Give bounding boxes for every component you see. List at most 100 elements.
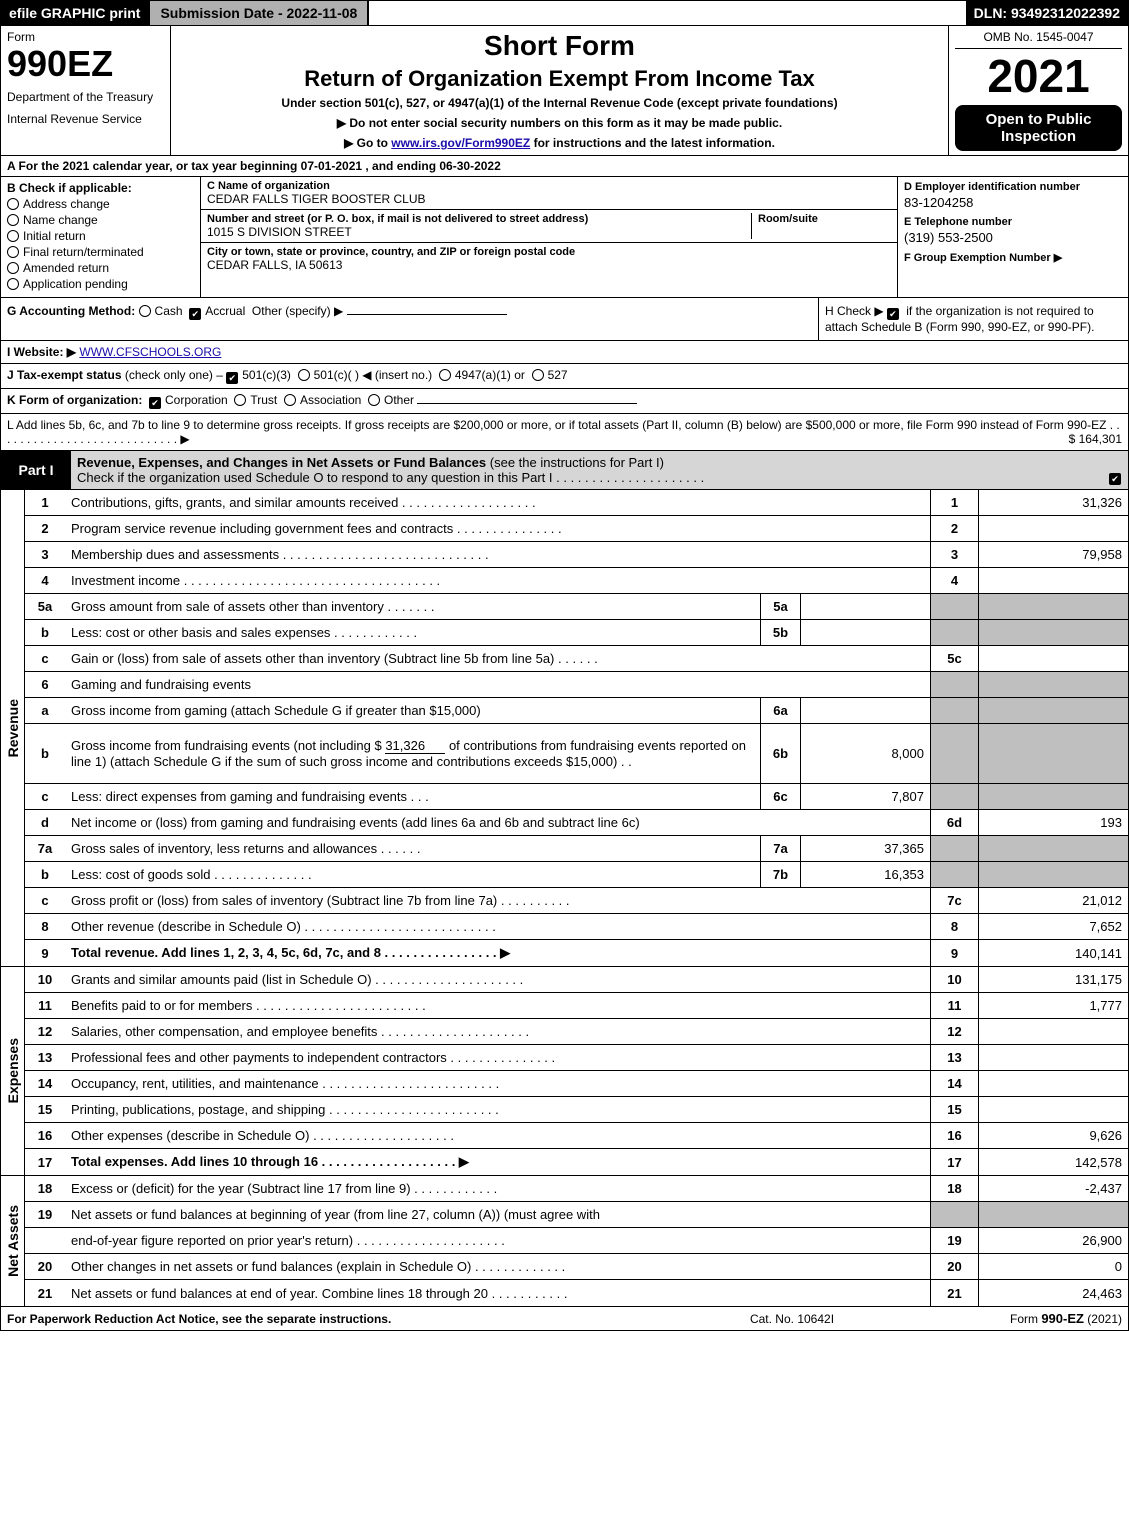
line-19a-desc: Net assets or fund balances at beginning… xyxy=(65,1202,930,1227)
chk-other[interactable] xyxy=(368,394,380,406)
chk-amended-return[interactable]: Amended return xyxy=(7,261,194,275)
chk-application-pending[interactable]: Application pending xyxy=(7,277,194,291)
box-def: D Employer identification number 83-1204… xyxy=(898,177,1128,297)
line-7a-box xyxy=(930,836,978,861)
line-16-amt: 9,626 xyxy=(978,1123,1128,1148)
line-5b-mnum: 5b xyxy=(760,620,800,645)
line-2-num: 2 xyxy=(25,516,65,541)
footer-right-post: (2021) xyxy=(1084,1312,1122,1326)
ein-label: D Employer identification number xyxy=(904,181,1122,193)
line-7a-desc: Gross sales of inventory, less returns a… xyxy=(65,836,760,861)
header-right: OMB No. 1545-0047 2021 Open to Public In… xyxy=(948,26,1128,155)
topbar-spacer xyxy=(369,1,965,25)
chk-final-return[interactable]: Final return/terminated xyxy=(7,245,194,259)
line-7a-mval: 37,365 xyxy=(800,836,930,861)
revenue-block: Revenue 1 Contributions, gifts, grants, … xyxy=(1,490,1128,967)
topbar: efile GRAPHIC print Submission Date - 20… xyxy=(1,1,1128,26)
chk-trust[interactable] xyxy=(234,394,246,406)
chk-h[interactable] xyxy=(887,308,899,320)
line-6c-box xyxy=(930,784,978,809)
org-name-label: C Name of organization xyxy=(207,180,891,192)
line-14-amt xyxy=(978,1071,1128,1096)
netassets-block: Net Assets 18 Excess or (deficit) for th… xyxy=(1,1176,1128,1307)
chk-name-change[interactable]: Name change xyxy=(7,213,194,227)
box-c: C Name of organization CEDAR FALLS TIGER… xyxy=(201,177,898,297)
chk-assoc[interactable] xyxy=(284,394,296,406)
line-6b-desc: Gross income from fundraising events (no… xyxy=(65,724,760,783)
row-k: K Form of organization: Corporation Trus… xyxy=(1,389,1128,414)
street-row: Number and street (or P. O. box, if mail… xyxy=(201,210,897,243)
part-i-paren: (see the instructions for Part I) xyxy=(490,455,664,470)
line-8-box: 8 xyxy=(930,914,978,939)
line-6b-box xyxy=(930,724,978,783)
chk-initial-return[interactable]: Initial return xyxy=(7,229,194,243)
chk-501c[interactable] xyxy=(298,369,310,381)
row-a-text: A For the 2021 calendar year, or tax yea… xyxy=(7,159,501,173)
line-3: 3 Membership dues and assessments . . . … xyxy=(25,542,1128,568)
line-9-desc: Total revenue. Add lines 1, 2, 3, 4, 5c,… xyxy=(65,940,930,966)
line-7c-amt: 21,012 xyxy=(978,888,1128,913)
line-6-amt xyxy=(978,672,1128,697)
line-15: 15 Printing, publications, postage, and … xyxy=(25,1097,1128,1123)
irs: Internal Revenue Service xyxy=(7,112,164,126)
row-l: L Add lines 5b, 6c, and 7b to line 9 to … xyxy=(1,414,1128,451)
efile-label[interactable]: efile GRAPHIC print xyxy=(1,1,148,25)
chk-accrual[interactable] xyxy=(189,308,201,320)
k-other-line[interactable] xyxy=(417,403,637,404)
ein: 83-1204258 xyxy=(904,195,1122,210)
j-note: (check only one) – xyxy=(125,368,226,382)
line-5b-mval xyxy=(800,620,930,645)
line-12-desc: Salaries, other compensation, and employ… xyxy=(65,1019,930,1044)
line-11: 11 Benefits paid to or for members . . .… xyxy=(25,993,1128,1019)
line-8-amt: 7,652 xyxy=(978,914,1128,939)
omb-number: OMB No. 1545-0047 xyxy=(955,30,1122,49)
row-g-h: G Accounting Method: Cash Accrual Other … xyxy=(1,298,1128,341)
line-20-desc: Other changes in net assets or fund bala… xyxy=(65,1254,930,1279)
line-5b: b Less: cost or other basis and sales ex… xyxy=(25,620,1128,646)
l-amount: $ 164,301 xyxy=(1069,432,1122,446)
line-14-box: 14 xyxy=(930,1071,978,1096)
line-18-amt: -2,437 xyxy=(978,1176,1128,1201)
goto: ▶ Go to www.irs.gov/Form990EZ for instru… xyxy=(177,136,942,150)
form-word: Form xyxy=(7,30,164,44)
line-3-num: 3 xyxy=(25,542,65,567)
open-to-public: Open to Public Inspection xyxy=(955,105,1122,151)
expenses-lines: 10 Grants and similar amounts paid (list… xyxy=(25,967,1128,1175)
line-19b-num xyxy=(25,1228,65,1253)
line-2-box: 2 xyxy=(930,516,978,541)
phone-label: E Telephone number xyxy=(904,216,1122,228)
phone: (319) 553-2500 xyxy=(904,230,1122,245)
part-i-text: Revenue, Expenses, and Changes in Net As… xyxy=(71,451,1106,489)
line-7a-num: 7a xyxy=(25,836,65,861)
chk-527[interactable] xyxy=(532,369,544,381)
line-20-amt: 0 xyxy=(978,1254,1128,1279)
g-other-line[interactable] xyxy=(347,314,507,315)
chk-cash[interactable] xyxy=(139,305,151,317)
line-12: 12 Salaries, other compensation, and emp… xyxy=(25,1019,1128,1045)
line-5a-amt xyxy=(978,594,1128,619)
line-6d-box: 6d xyxy=(930,810,978,835)
line-19a: 19 Net assets or fund balances at beginn… xyxy=(25,1202,1128,1228)
line-11-desc: Benefits paid to or for members . . . . … xyxy=(65,993,930,1018)
goto-link[interactable]: www.irs.gov/Form990EZ xyxy=(391,136,530,150)
chk-address-change[interactable]: Address change xyxy=(7,197,194,211)
line-1-amt: 31,326 xyxy=(978,490,1128,515)
line-6a-desc: Gross income from gaming (attach Schedul… xyxy=(65,698,760,723)
line-7c-num: c xyxy=(25,888,65,913)
goto-post: for instructions and the latest informat… xyxy=(530,136,775,150)
line-6-box xyxy=(930,672,978,697)
chk-4947[interactable] xyxy=(439,369,451,381)
chk-corp[interactable] xyxy=(149,397,161,409)
line-7c: c Gross profit or (loss) from sales of i… xyxy=(25,888,1128,914)
website-link[interactable]: WWW.CFSCHOOLS.ORG xyxy=(79,345,221,359)
chk-501c3[interactable] xyxy=(226,372,238,384)
chk-part-i[interactable] xyxy=(1109,473,1121,485)
line-6b-31326: 31,326 xyxy=(385,738,445,754)
line-6b-mnum: 6b xyxy=(760,724,800,783)
line-13-desc: Professional fees and other payments to … xyxy=(65,1045,930,1070)
line-7b-box xyxy=(930,862,978,887)
dln: DLN: 93492312022392 xyxy=(966,1,1128,25)
line-5c-box: 5c xyxy=(930,646,978,671)
header-mid: Short Form Return of Organization Exempt… xyxy=(171,26,948,155)
line-11-num: 11 xyxy=(25,993,65,1018)
